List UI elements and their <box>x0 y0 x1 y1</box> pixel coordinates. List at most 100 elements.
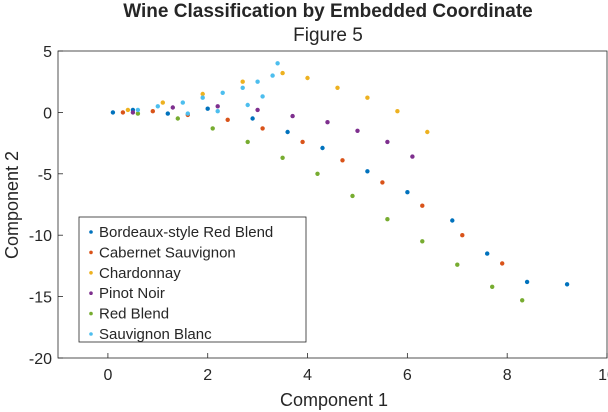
legend-box <box>78 216 307 343</box>
point-series-5-12 <box>260 94 265 99</box>
y-axis-label: Component 2 <box>2 151 22 259</box>
point-series-1-6 <box>340 158 345 163</box>
chart-title: Wine Classification by Embedded Coordina… <box>123 1 532 22</box>
point-series-0-4 <box>250 116 255 121</box>
point-series-2-6 <box>335 85 340 91</box>
point-series-3-4 <box>290 113 295 119</box>
point-series-1-1 <box>150 109 155 114</box>
x-tick-label-1: 2 <box>203 367 212 384</box>
legend: Bordeaux-style Red Blend Cabernet Sauvign… <box>78 216 307 343</box>
point-series-0-11 <box>524 279 530 285</box>
legend-marker-5 <box>89 332 93 336</box>
point-series-1-4 <box>260 126 265 131</box>
point-series-0-0 <box>110 110 116 115</box>
point-series-2-8 <box>395 109 400 114</box>
point-series-3-8 <box>410 154 415 159</box>
y-tick-label-1: 0 <box>43 105 52 122</box>
point-series-1-9 <box>460 233 465 238</box>
point-series-2-7 <box>365 95 370 100</box>
chart-subtitle: Figure 5 <box>293 25 363 46</box>
point-series-0-12 <box>564 282 570 287</box>
x-tick-label-4: 8 <box>503 367 512 384</box>
point-series-3-0 <box>130 110 136 115</box>
point-series-4-0 <box>135 111 141 116</box>
legend-label-0: Bordeaux-style Red Blend <box>99 224 273 241</box>
point-series-3-2 <box>215 104 220 109</box>
point-series-0-3 <box>205 106 210 111</box>
point-series-0-5 <box>285 129 290 135</box>
point-series-4-3 <box>245 139 250 145</box>
legend-marker-0 <box>89 230 93 234</box>
point-series-5-7 <box>270 73 275 78</box>
plot-area <box>110 61 570 303</box>
legend-label-3: Pinot Noir <box>99 285 165 302</box>
point-series-0-2 <box>165 111 170 116</box>
point-series-4-7 <box>385 217 390 222</box>
legend-marker-1 <box>89 250 93 255</box>
legend-marker-3 <box>89 291 93 296</box>
point-series-5-1 <box>155 104 160 109</box>
point-series-0-6 <box>320 145 325 151</box>
axis-ticks: 0 2 4 6 8 10 5 0 -5 -10 -15 -20 <box>29 44 608 384</box>
point-series-5-8 <box>275 61 280 66</box>
axes-box <box>57 50 608 359</box>
legend-label-5: Sauvignon Blanc <box>99 326 212 343</box>
point-series-5-0 <box>135 107 141 113</box>
point-series-2-4 <box>280 70 285 76</box>
point-series-3-5 <box>325 120 330 125</box>
point-series-5-4 <box>220 90 225 96</box>
point-series-0-7 <box>365 169 370 174</box>
point-series-5-6 <box>255 79 260 84</box>
legend-marker-4 <box>89 311 93 316</box>
point-series-2-2 <box>200 91 205 97</box>
point-series-2-3 <box>240 79 245 84</box>
point-series-4-9 <box>455 262 460 267</box>
point-series-4-8 <box>420 239 425 244</box>
point-series-2-9 <box>425 129 430 135</box>
x-tick-label-3: 6 <box>403 367 412 384</box>
point-series-4-5 <box>315 171 320 176</box>
point-series-5-2 <box>180 100 185 105</box>
y-tick-label-5: -20 <box>29 351 52 368</box>
point-series-4-1 <box>175 116 180 121</box>
point-series-1-0 <box>120 110 126 115</box>
legend-label-2: Chardonnay <box>99 265 181 282</box>
point-series-3-7 <box>385 139 390 145</box>
point-series-5-5 <box>240 85 245 91</box>
point-series-3-6 <box>355 128 360 133</box>
point-series-5-3 <box>200 95 205 100</box>
point-series-1-7 <box>380 180 385 185</box>
y-tick-label-0: 5 <box>43 44 52 61</box>
y-tick-label-3: -10 <box>29 228 52 245</box>
point-series-4-6 <box>350 193 355 199</box>
point-series-3-1 <box>170 105 175 110</box>
x-tick-label-5: 10 <box>598 367 608 384</box>
y-tick-label-4: -15 <box>29 290 52 307</box>
scatter-points <box>110 61 570 303</box>
point-series-5-9 <box>245 102 250 108</box>
point-series-4-2 <box>210 126 215 131</box>
point-series-0-10 <box>485 251 490 256</box>
point-series-2-0 <box>125 107 131 113</box>
x-axis-label: Component 1 <box>280 390 388 410</box>
point-series-1-8 <box>420 203 425 208</box>
point-series-1-5 <box>300 139 305 145</box>
point-series-2-5 <box>305 75 310 81</box>
point-series-1-10 <box>500 261 505 266</box>
x-tick-label-0: 0 <box>103 367 112 384</box>
point-series-2-1 <box>160 100 165 105</box>
point-series-3-3 <box>255 107 260 113</box>
legend-label-1: Cabernet Sauvignon <box>99 244 236 261</box>
point-series-5-10 <box>215 109 220 114</box>
point-series-4-11 <box>520 298 525 303</box>
point-series-4-4 <box>280 155 285 160</box>
point-series-0-8 <box>405 190 410 195</box>
point-series-0-9 <box>450 218 455 223</box>
point-series-4-10 <box>490 284 495 289</box>
legend-items: Bordeaux-style Red Blend Cabernet Sauvign… <box>89 224 273 343</box>
legend-label-4: Red Blend <box>99 306 169 323</box>
point-series-5-11 <box>185 111 190 116</box>
point-series-1-3 <box>225 117 230 123</box>
